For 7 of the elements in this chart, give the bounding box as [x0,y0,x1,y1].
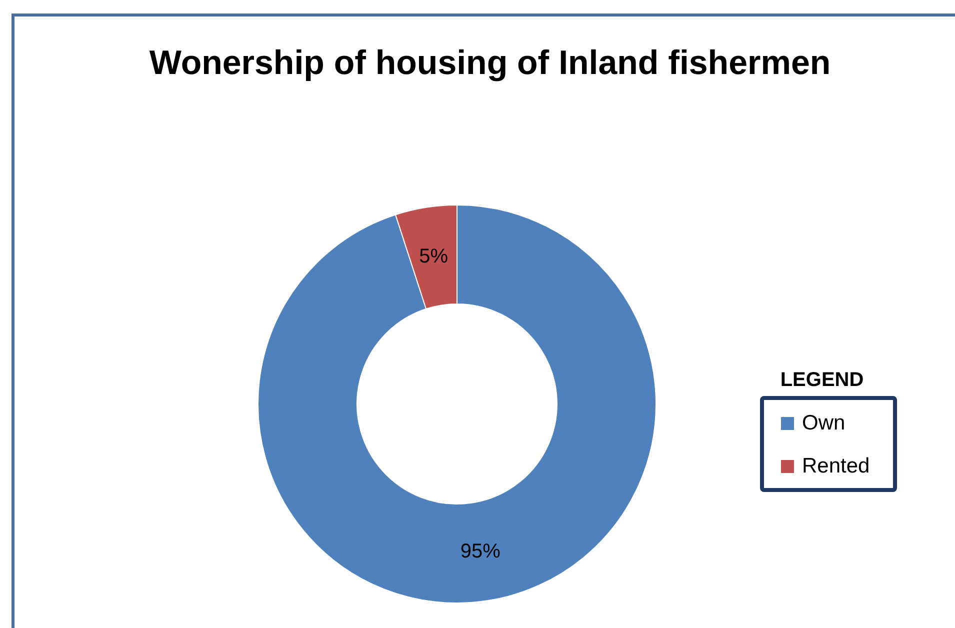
donut-slice [258,204,656,604]
legend-title: LEGEND [780,369,864,391]
data-label: 5% [419,245,448,268]
chart-title: Wonership of housing of Inland fishermen [149,44,831,82]
data-label: 95% [460,540,501,563]
legend-label: Own [802,412,846,434]
legend-label: Rented [802,454,870,478]
